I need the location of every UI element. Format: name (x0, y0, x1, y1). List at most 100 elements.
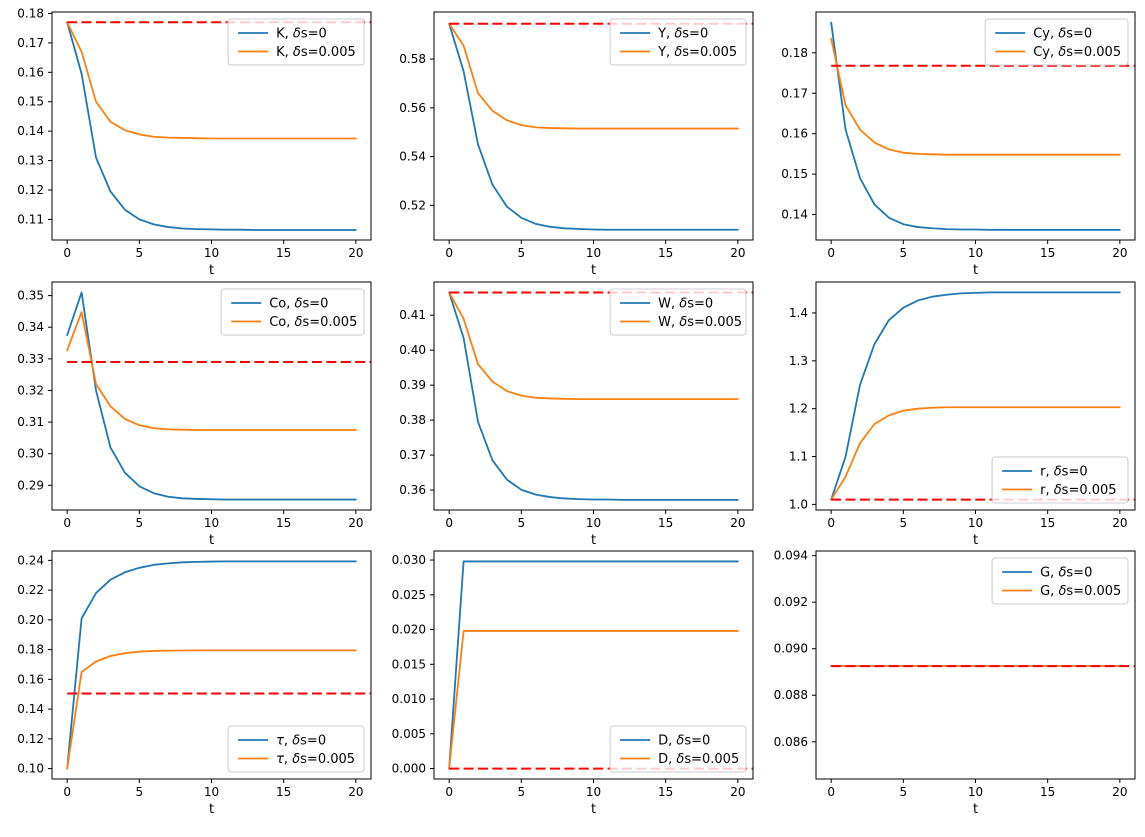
x-axis-label: t (591, 263, 596, 278)
x-tick-label: 20 (348, 246, 363, 260)
legend: Y, δs=0 Y, δs=0.005 (609, 18, 747, 66)
y-tick-label: 0.14 (17, 702, 44, 716)
legend-box (991, 557, 1129, 605)
series-line-W-ds0 (448, 291, 739, 501)
legend-box (227, 725, 365, 773)
series-line-τ-ds0 (66, 560, 357, 770)
x-tick-label: 15 (658, 785, 673, 799)
y-tick-label: 0.005 (392, 727, 426, 741)
series-line-Y-ds0 (448, 22, 739, 231)
y-tick-label: 0.20 (17, 613, 44, 627)
y-tick-label: 0.58 (399, 52, 426, 66)
x-tick-label: 5 (136, 785, 144, 799)
legend-box (609, 288, 747, 336)
series-line-r-ds005 (830, 406, 1121, 501)
x-tick-label: 20 (348, 785, 363, 799)
subplot-Cy: 0 5 10 15 20 0.14 0.15 0.16 0.17 0.18 t Cy, δs=0 Cy,… (764, 1, 1145, 297)
y-tick-label: 0.34 (17, 320, 44, 334)
chart-svg-K: 0 5 10 15 20 0.11 0.12 0.13 0.14 0.15 0.16 0.17 0.18… (17, 6, 372, 278)
legend: Cy, δs=0 Cy, δs=0.005 (984, 18, 1129, 66)
legend-label: D, δs=0 (658, 734, 710, 749)
legend-box (227, 18, 365, 66)
x-tick-label: 0 (445, 785, 453, 799)
y-tick-label: 0.22 (17, 583, 44, 597)
x-tick-label: 5 (900, 246, 908, 260)
y-tick-label: 0.16 (17, 672, 44, 686)
x-axis-label: t (973, 263, 978, 278)
y-tick-label: 0.15 (17, 95, 44, 109)
y-tick-label: 1.3 (789, 354, 808, 368)
y-tick-label: 0.33 (17, 352, 44, 366)
x-tick-label: 15 (276, 516, 291, 530)
legend-box (609, 725, 747, 773)
y-tick-label: 0.17 (17, 36, 44, 50)
legend-label: Co, δs=0.005 (269, 315, 357, 330)
y-tick-label: 0.37 (399, 448, 426, 462)
x-tick-label: 15 (658, 246, 673, 260)
y-tick-label: 0.39 (399, 378, 426, 392)
y-tick-label: 1.2 (789, 402, 808, 416)
legend-label: W, δs=0.005 (658, 315, 742, 330)
series-line-r-ds0 (830, 291, 1121, 501)
x-tick-label: 0 (827, 516, 835, 530)
legend-label: τ, δs=0 (276, 734, 326, 749)
y-tick-label: 0.31 (17, 415, 44, 429)
x-tick-label: 20 (730, 785, 745, 799)
legend-label: W, δs=0 (658, 297, 713, 312)
series-line-Cy-ds0 (830, 21, 1121, 231)
chart-svg-G: 0 5 10 15 20 0.086 0.088 0.090 0.092 0.094 t G, δs=… (774, 549, 1136, 817)
y-tick-label: 0.090 (774, 642, 808, 656)
y-tick-label: 0.12 (17, 732, 44, 746)
series-line-D-ds0 (448, 560, 739, 770)
x-tick-label: 5 (136, 246, 144, 260)
x-tick-label: 15 (1040, 785, 1055, 799)
x-tick-label: 0 (827, 246, 835, 260)
x-tick-label: 15 (276, 785, 291, 799)
y-tick-label: 0.24 (17, 553, 44, 567)
series-line-K-ds005 (66, 21, 357, 140)
x-tick-label: 20 (1112, 246, 1127, 260)
y-tick-label: 0.35 (17, 289, 44, 303)
y-tick-label: 0.16 (17, 65, 44, 79)
x-tick-label: 5 (518, 785, 526, 799)
chart-svg-W: 0 5 10 15 20 0.36 0.37 0.38 0.39 0.40 0.41 t W, δs=0… (399, 281, 754, 548)
chart-svg-r: 0 5 10 15 20 1.0 1.1 1.2 1.3 1.4 t r, δs=0 r, δs=0.0… (789, 281, 1136, 548)
x-tick-label: 0 (63, 246, 71, 260)
y-tick-label: 0.000 (392, 762, 426, 776)
legend-label: K, δs=0 (276, 27, 327, 42)
x-tick-label: 5 (518, 516, 526, 530)
x-tick-label: 5 (136, 516, 144, 530)
x-tick-label: 20 (1112, 516, 1127, 530)
legend: Co, δs=0 Co, δs=0.005 (220, 288, 365, 336)
x-axis-label: t (591, 533, 596, 548)
y-tick-label: 0.14 (781, 208, 808, 222)
y-tick-label: 0.010 (392, 692, 426, 706)
y-tick-label: 0.015 (392, 657, 426, 671)
x-tick-label: 0 (445, 516, 453, 530)
x-tick-label: 20 (730, 246, 745, 260)
y-tick-label: 0.092 (774, 595, 808, 609)
x-tick-label: 15 (276, 246, 291, 260)
x-tick-label: 5 (518, 246, 526, 260)
subplot-r: 0 5 10 15 20 1.0 1.1 1.2 1.3 1.4 t r, δs=0 r, δs=0.0… (764, 271, 1145, 567)
legend-label: G, δs=0 (1040, 566, 1092, 581)
y-tick-label: 0.40 (399, 343, 426, 357)
series-line-K-ds0 (66, 21, 357, 231)
y-tick-label: 0.38 (399, 413, 426, 427)
x-tick-label: 10 (968, 785, 983, 799)
y-tick-label: 0.14 (17, 124, 44, 138)
y-tick-label: 0.13 (17, 154, 44, 168)
y-tick-label: 1.4 (789, 306, 808, 320)
legend: τ, δs=0 τ, δs=0.005 (227, 725, 365, 773)
x-axis-label: t (209, 533, 214, 548)
legend: W, δs=0 W, δs=0.005 (609, 288, 747, 336)
series-line-Co-ds005 (66, 311, 357, 431)
legend-label: D, δs=0.005 (658, 752, 739, 767)
x-tick-label: 10 (204, 785, 219, 799)
y-tick-label: 0.15 (781, 167, 808, 181)
x-tick-label: 10 (586, 516, 601, 530)
legend-box (220, 288, 365, 336)
y-tick-label: 0.086 (774, 735, 808, 749)
legend-box (991, 456, 1129, 504)
